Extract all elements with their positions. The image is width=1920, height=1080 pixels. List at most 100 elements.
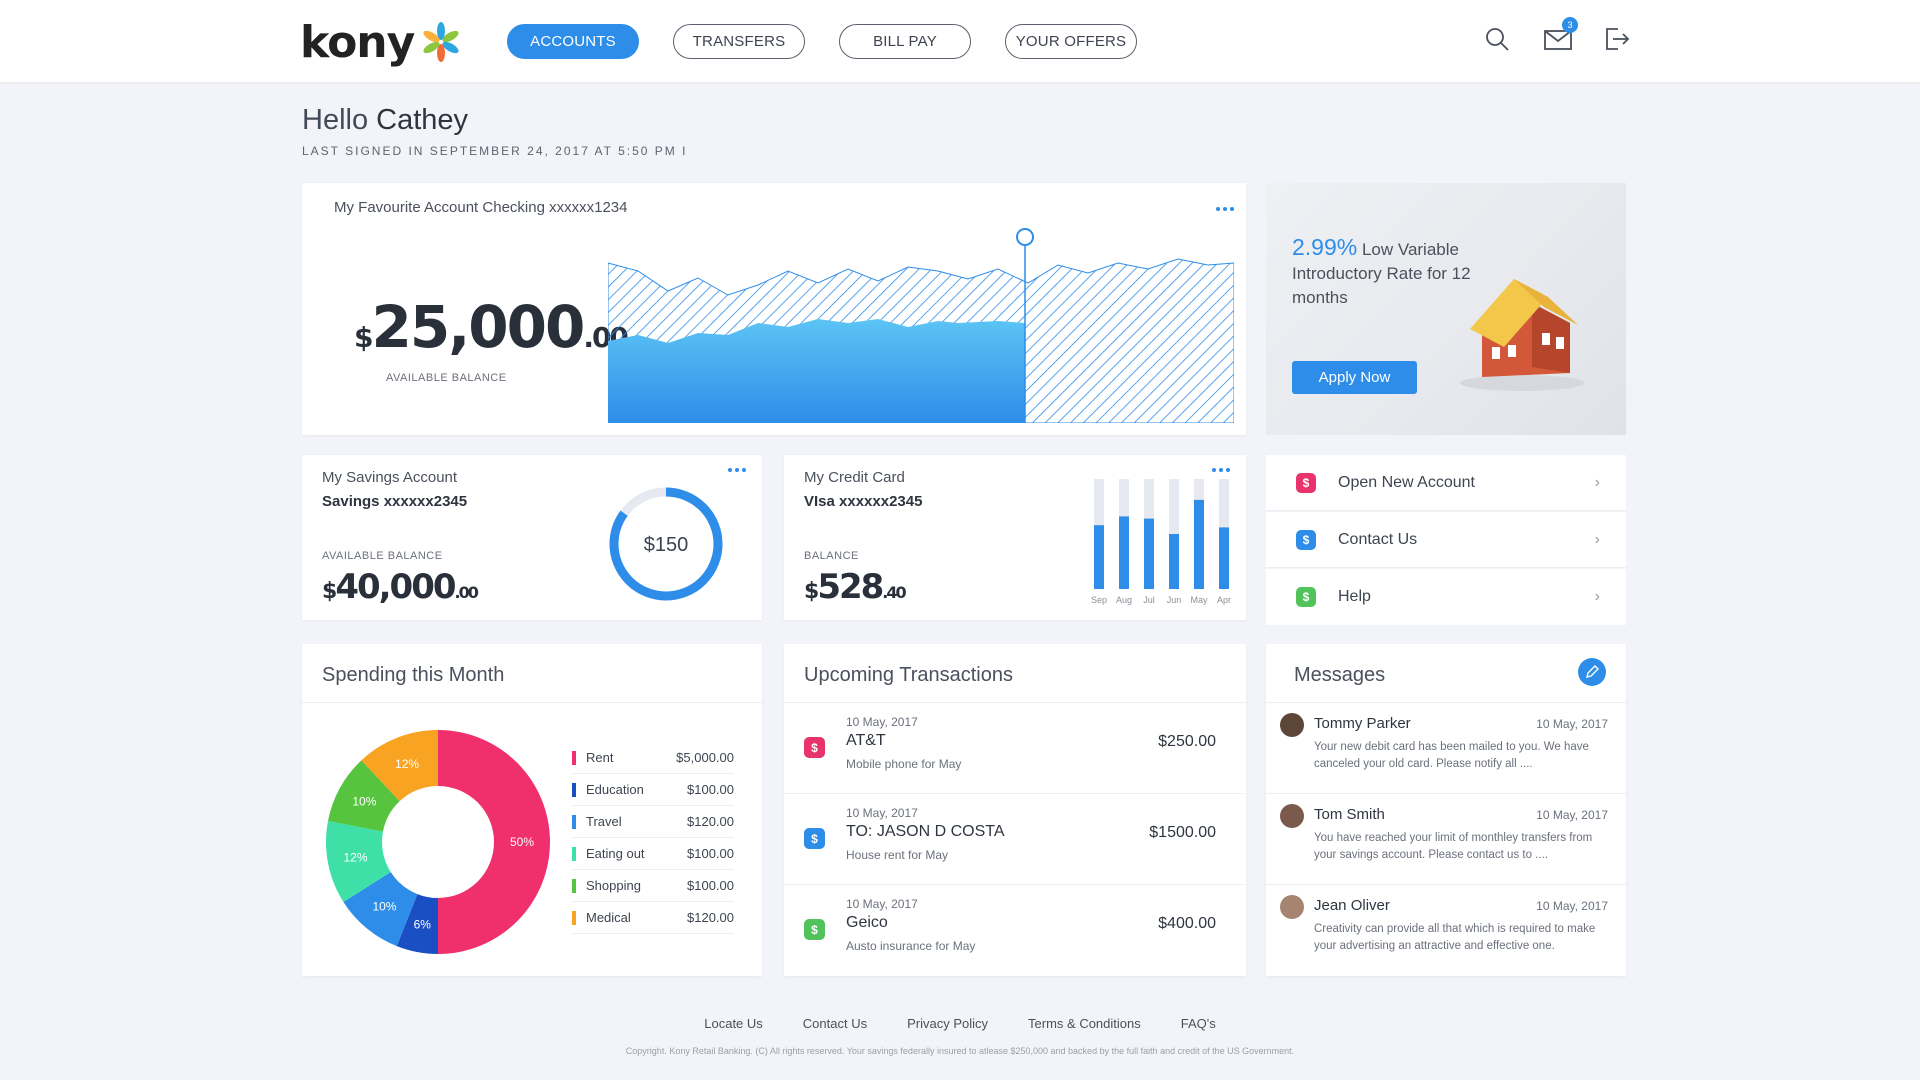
transaction-row[interactable]: $ 10 May, 2017 AT&T Mobile phone for May… xyxy=(784,703,1244,794)
favourite-account-title: My Favourite Account Checking xxxxxx1234 xyxy=(334,199,628,216)
footer-link-contact-us[interactable]: Contact Us xyxy=(802,1016,868,1031)
more-options-icon[interactable] xyxy=(1212,468,1230,472)
bar-month-label: Aug xyxy=(1116,595,1132,605)
greeting-name: Cathey xyxy=(376,104,469,136)
messages-title: Messages xyxy=(1294,664,1386,686)
credit-account-number: VIsa xxxxxx2345 xyxy=(804,493,923,510)
nav-your-offers-button[interactable]: YOUR OFFERS xyxy=(1005,24,1137,59)
legend-value: $100.00 xyxy=(687,782,734,797)
legend-label: Medical xyxy=(586,910,631,925)
transaction-payee: Geico xyxy=(846,914,888,931)
footer-link-faqs[interactable]: FAQ's xyxy=(1180,1016,1216,1031)
legend-row-medical: Medical $120.00 xyxy=(572,902,734,934)
balance-cents: .00 xyxy=(454,583,479,602)
top-header: kony ACCOUNTS TRANSFERS BILL PAY YOUR OF… xyxy=(0,0,1920,82)
donut-percent-label: 50% xyxy=(510,835,534,849)
transaction-amount: $400.00 xyxy=(1158,915,1216,932)
logout-icon[interactable] xyxy=(1604,26,1630,52)
bar-month-label: Jun xyxy=(1167,595,1182,605)
donut-slice-shopping xyxy=(327,760,400,832)
quick-link-open-new-account[interactable]: $ Open New Account › xyxy=(1266,455,1626,511)
dollar-icon: $ xyxy=(1296,529,1316,550)
chevron-right-icon: › xyxy=(1594,473,1600,491)
quick-link-label: Help xyxy=(1338,588,1371,605)
legend-value: $100.00 xyxy=(687,846,734,861)
quick-link-help[interactable]: $ Help › xyxy=(1266,569,1626,625)
message-date: 10 May, 2017 xyxy=(1536,717,1608,731)
legend-row-rent: Rent $5,000.00 xyxy=(572,742,734,774)
legend-swatch xyxy=(572,783,576,797)
bar-month-label: Jul xyxy=(1143,595,1155,605)
trend-marker-handle xyxy=(1016,228,1034,246)
footer-links: Locate Us Contact Us Privacy Policy Term… xyxy=(0,1016,1920,1031)
spending-card: Spending this Month 50% 6% 10% 12% 10% 12% Re… xyxy=(302,644,762,976)
quick-link-contact-us[interactable]: $ Contact Us › xyxy=(1266,512,1626,568)
promo-rate: 2.99% xyxy=(1292,234,1358,260)
message-preview: You have reached your limit of monthley … xyxy=(1314,832,1593,861)
promo-text: 2.99% Low Variable Introductory Rate for… xyxy=(1292,235,1492,310)
divider xyxy=(784,702,1246,703)
credit-card-card: My Credit Card VIsa xxxxxx2345 BALANCE $… xyxy=(784,455,1246,620)
kony-logo[interactable]: kony xyxy=(300,17,462,68)
legend-value: $5,000.00 xyxy=(676,750,734,765)
quick-link-label: Contact Us xyxy=(1338,530,1418,548)
nav-transfers-button[interactable]: TRANSFERS xyxy=(673,24,805,59)
legend-label: Rent xyxy=(586,750,614,765)
bar-month-label: Sep xyxy=(1091,595,1107,605)
more-options-icon[interactable] xyxy=(728,468,746,472)
quick-link-label: Open New Account xyxy=(1338,473,1475,491)
avatar xyxy=(1280,895,1304,919)
credit-balance-label: BALANCE xyxy=(804,550,859,562)
message-row[interactable]: Tom Smith 10 May, 2017 You have reached … xyxy=(1266,794,1626,885)
donut-slice-rent xyxy=(438,730,550,954)
credit-bar-sep xyxy=(1094,525,1104,589)
credit-title: My Credit Card xyxy=(804,469,905,486)
promo-description: Low Variable Introductory Rate for 12 mo… xyxy=(1292,240,1471,307)
credit-bar-jun xyxy=(1169,534,1179,589)
credit-bar-chart: Sep Aug Jul Jun May Apr xyxy=(1091,479,1231,605)
more-options-icon[interactable] xyxy=(1216,207,1234,211)
legend-label: Eating out xyxy=(586,846,645,861)
donut-slice-education xyxy=(396,894,438,954)
transaction-row[interactable]: $ 10 May, 2017 TO: JASON D COSTA House r… xyxy=(784,794,1244,885)
dollar-icon: $ xyxy=(804,737,825,758)
search-icon[interactable] xyxy=(1484,26,1510,52)
message-preview: Creativity can provide all that which is… xyxy=(1314,923,1596,952)
transaction-date: 10 May, 2017 xyxy=(846,806,918,820)
transaction-date: 10 May, 2017 xyxy=(846,715,918,729)
bar-month-label: May xyxy=(1190,595,1208,605)
spending-donut-chart: 50% 6% 10% 12% 10% 12% xyxy=(326,730,550,954)
logo-pinwheel-icon xyxy=(423,22,459,62)
footer-link-privacy-policy[interactable]: Privacy Policy xyxy=(907,1016,989,1031)
footer-link-terms[interactable]: Terms & Conditions xyxy=(1028,1016,1141,1031)
legend-row-eating-out: Eating out $100.00 xyxy=(572,838,734,870)
balance-whole: 40,000 xyxy=(335,567,456,607)
message-row[interactable]: Jean Oliver 10 May, 2017 Creativity can … xyxy=(1266,885,1626,976)
balance-whole: 528 xyxy=(817,567,884,607)
last-signed-in: LAST SIGNED IN SEPTEMBER 24, 2017 AT 5:5… xyxy=(302,144,688,158)
message-row[interactable]: Tommy Parker 10 May, 2017 Your new debit… xyxy=(1266,703,1626,794)
transaction-row[interactable]: $ 10 May, 2017 Geico Austo insurance for… xyxy=(784,885,1244,976)
chevron-right-icon: › xyxy=(1594,588,1600,605)
unread-badge: 3 xyxy=(1562,17,1578,33)
donut-slice-eating-out xyxy=(326,821,391,903)
footer-link-locate-us[interactable]: Locate Us xyxy=(704,1016,763,1031)
nav-bill-pay-button[interactable]: BILL PAY xyxy=(839,24,971,59)
mail-icon[interactable]: 3 xyxy=(1544,17,1578,52)
compose-message-button[interactable] xyxy=(1578,658,1606,686)
divider xyxy=(1266,702,1626,703)
savings-balance: $40,000.00 xyxy=(322,567,479,607)
nav-accounts-button[interactable]: ACCOUNTS xyxy=(507,24,639,59)
apply-now-button[interactable]: Apply Now xyxy=(1292,361,1417,394)
savings-ring-value: $150 xyxy=(643,534,689,556)
legend-row-education: Education $100.00 xyxy=(572,774,734,806)
donut-percent-label: 12% xyxy=(343,851,367,865)
legend-swatch xyxy=(572,751,576,765)
house-image xyxy=(1460,279,1584,391)
dollar-icon: $ xyxy=(804,828,825,849)
transactions-title: Upcoming Transactions xyxy=(804,664,1013,686)
legend-value: $120.00 xyxy=(687,814,734,829)
trend-filled-area xyxy=(608,319,1025,423)
favourite-balance: $25,000.00 xyxy=(354,293,629,361)
dollar-icon: $ xyxy=(1296,472,1316,493)
